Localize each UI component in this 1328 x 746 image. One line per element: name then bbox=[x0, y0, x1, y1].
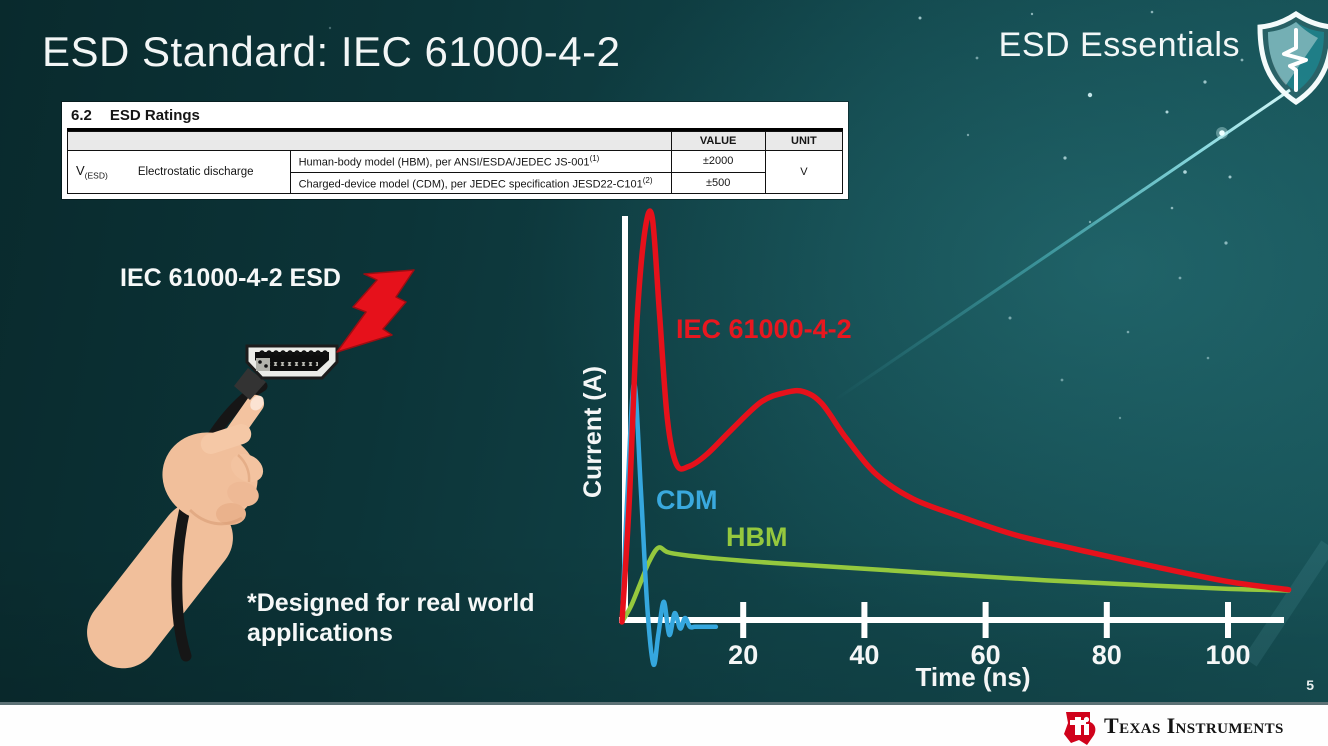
parameter-cell: V(ESD) Electrostatic discharge bbox=[67, 149, 291, 195]
cable bbox=[171, 380, 268, 662]
page-title: ESD Standard: IEC 61000-4-2 bbox=[42, 28, 621, 75]
light-streak-faint bbox=[1243, 540, 1328, 667]
hbm-value-cell: ±2000 bbox=[670, 150, 766, 173]
curve-iec-61000-4-2 bbox=[619, 208, 1292, 625]
table-row: V(ESD) Electrostatic discharge Human-body… bbox=[67, 149, 844, 195]
table-header-row: VALUE UNIT bbox=[67, 131, 844, 151]
header-value: VALUE bbox=[670, 131, 766, 151]
footnote-ref: (1) bbox=[589, 154, 600, 163]
cdm-curve-label: CDM bbox=[656, 485, 718, 515]
param-symbol: V bbox=[76, 163, 85, 179]
page-number: 5 bbox=[1306, 677, 1314, 693]
y-axis-label: Current (A) bbox=[579, 366, 607, 498]
param-subscript: (ESD) bbox=[84, 170, 108, 181]
x-tick-mark bbox=[740, 602, 747, 638]
hdmi-connector bbox=[245, 344, 339, 380]
table-row: Charged-device model (CDM), per JEDEC sp… bbox=[68, 171, 843, 195]
x-tick-label: 80 bbox=[1092, 640, 1122, 670]
x-tick-mark bbox=[1103, 602, 1110, 638]
footer-bar: Texas Instruments bbox=[0, 702, 1328, 746]
x-axis-label: Time (ns) bbox=[915, 662, 1031, 692]
connector-boot bbox=[234, 368, 266, 400]
illustration-caption: IEC 61000-4-2 ESD bbox=[120, 264, 341, 292]
hbm-curve-label: HBM bbox=[726, 522, 788, 552]
streak-spark bbox=[1219, 130, 1225, 136]
x-tick-mark bbox=[1225, 602, 1231, 638]
curve-hbm bbox=[619, 545, 1291, 625]
series-badge-label: ESD Essentials bbox=[998, 26, 1240, 64]
footnote-ref: (2) bbox=[642, 175, 653, 185]
x-tick-layer: 20 40 60 80 100 bbox=[728, 602, 1251, 670]
hand-holding-connector bbox=[87, 380, 268, 669]
lightning-bolt-icon bbox=[336, 269, 415, 353]
param-name: Electrostatic discharge bbox=[137, 166, 254, 179]
x-tick-label: 60 bbox=[971, 640, 1001, 670]
star-dots bbox=[328, 10, 1244, 420]
x-tick-mark bbox=[861, 602, 868, 638]
header-empty-cell bbox=[67, 131, 672, 151]
y-axis bbox=[622, 216, 628, 623]
ratings-grid: VALUE UNIT V(ESD) Electrostatic discharge… bbox=[67, 131, 844, 195]
x-axis bbox=[619, 617, 1284, 623]
ti-logo bbox=[1064, 712, 1096, 745]
section-number: 6.2 bbox=[71, 107, 92, 124]
light-streak bbox=[834, 88, 1291, 402]
fingernail bbox=[250, 395, 264, 411]
unit-cell: V bbox=[764, 149, 844, 195]
curve-layer bbox=[619, 208, 1292, 667]
header-unit: UNIT bbox=[764, 131, 844, 151]
x-tick-mark bbox=[982, 602, 989, 638]
cdm-value-cell: ±500 bbox=[670, 171, 766, 195]
x-tick-label: 20 bbox=[728, 640, 758, 670]
footnote-text: *Designed for real world applications bbox=[247, 589, 535, 647]
shield-pulse-icon bbox=[1257, 10, 1328, 106]
cdm-description-cell: Charged-device model (CDM), per JEDEC sp… bbox=[289, 171, 672, 195]
ratings-section-title: 6.2 ESD Ratings bbox=[67, 104, 843, 131]
esd-ratings-table: 6.2 ESD Ratings VALUE UNIT V(ESD) Electros… bbox=[62, 102, 848, 200]
x-tick-label: 40 bbox=[849, 640, 879, 670]
section-name: ESD Ratings bbox=[109, 107, 200, 124]
brand-name: Texas Instruments bbox=[1104, 713, 1284, 738]
chart-axes bbox=[619, 216, 1284, 623]
iec-curve-label: IEC 61000-4-2 bbox=[676, 314, 852, 344]
x-tick-label: 100 bbox=[1205, 640, 1250, 670]
